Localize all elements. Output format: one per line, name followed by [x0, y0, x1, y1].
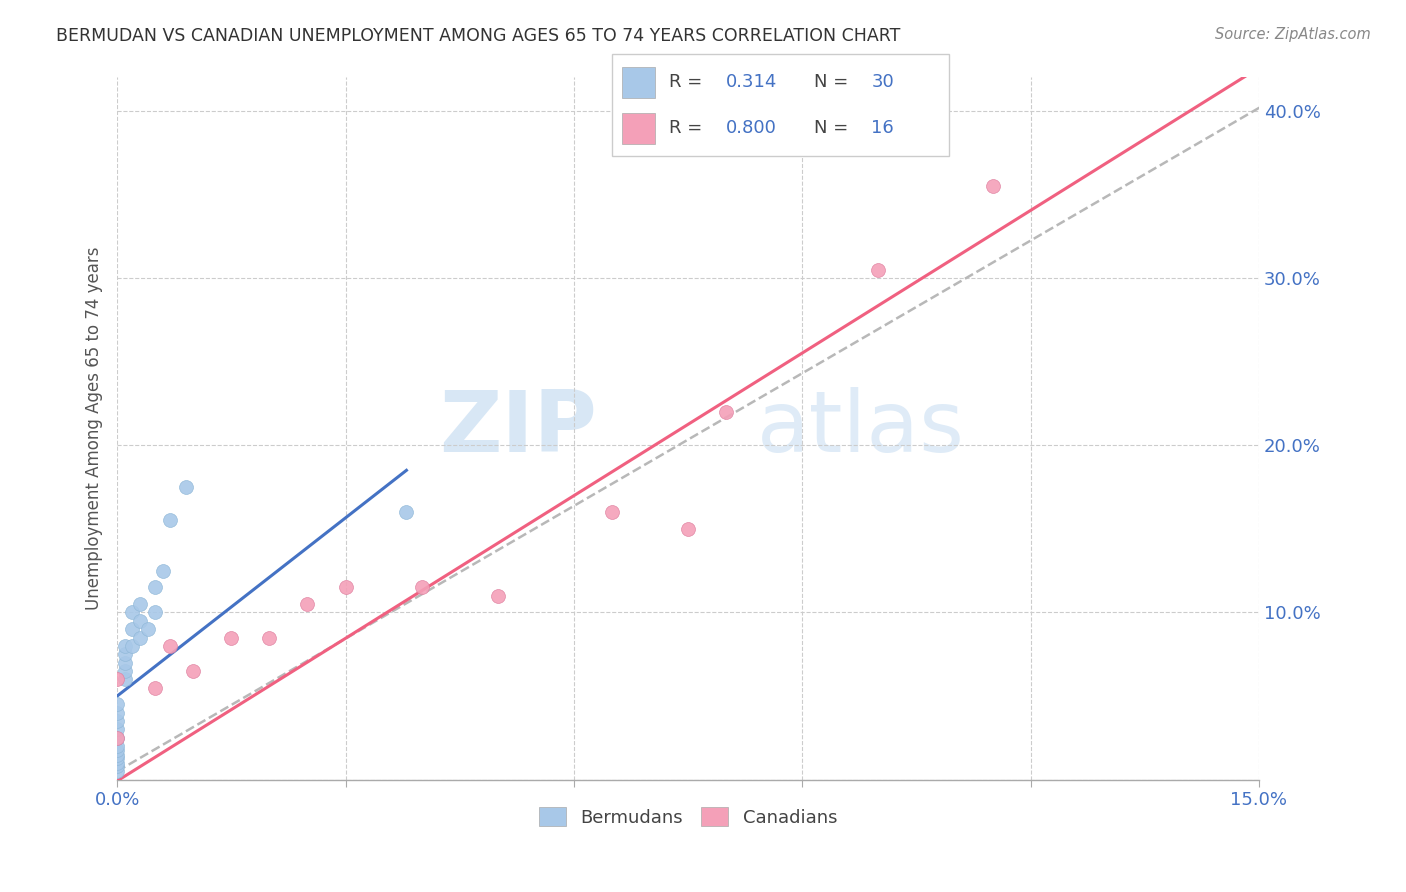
Point: [105, 731, 128, 745]
Point: [114, 639, 136, 653]
Point: [129, 631, 152, 645]
Point: [181, 664, 204, 678]
Point: [105, 714, 128, 728]
Point: [174, 480, 197, 494]
Text: 0.314: 0.314: [727, 73, 778, 91]
Point: [105, 742, 128, 756]
Point: [105, 731, 128, 745]
Text: R =: R =: [669, 73, 702, 91]
Point: [143, 606, 166, 620]
Point: [105, 698, 128, 712]
Point: [105, 756, 128, 770]
Point: [129, 597, 152, 611]
Text: N =: N =: [814, 120, 848, 137]
Point: [136, 622, 159, 636]
Point: [114, 647, 136, 661]
Point: [105, 759, 128, 773]
Point: [114, 664, 136, 678]
Point: [105, 747, 128, 762]
FancyBboxPatch shape: [612, 54, 949, 156]
Point: [981, 179, 1004, 194]
Point: [159, 639, 181, 653]
Text: atlas: atlas: [756, 387, 965, 470]
Point: [105, 751, 128, 765]
Text: Source: ZipAtlas.com: Source: ZipAtlas.com: [1215, 27, 1371, 42]
Point: [143, 681, 166, 695]
Point: [121, 622, 143, 636]
Text: 30: 30: [872, 73, 894, 91]
Point: [297, 597, 319, 611]
Point: [159, 513, 181, 527]
Point: [152, 564, 174, 578]
Point: [221, 631, 243, 645]
Y-axis label: Unemployment Among Ages 65 to 74 years: Unemployment Among Ages 65 to 74 years: [86, 247, 103, 610]
Point: [335, 580, 357, 594]
Point: [600, 505, 623, 519]
Point: [105, 739, 128, 754]
Point: [714, 405, 737, 419]
Point: [129, 614, 152, 628]
Point: [676, 522, 699, 536]
Point: [114, 673, 136, 687]
FancyBboxPatch shape: [621, 67, 655, 97]
Point: [121, 606, 143, 620]
Point: [105, 723, 128, 737]
FancyBboxPatch shape: [621, 113, 655, 144]
Point: [121, 639, 143, 653]
Point: [259, 631, 281, 645]
Legend: Bermudans, Canadians: Bermudans, Canadians: [531, 800, 845, 834]
Text: R =: R =: [669, 120, 702, 137]
Point: [411, 580, 433, 594]
Text: N =: N =: [814, 73, 848, 91]
Point: [868, 262, 890, 277]
Point: [395, 505, 418, 519]
Text: 16: 16: [872, 120, 894, 137]
Text: BERMUDAN VS CANADIAN UNEMPLOYMENT AMONG AGES 65 TO 74 YEARS CORRELATION CHART: BERMUDAN VS CANADIAN UNEMPLOYMENT AMONG …: [56, 27, 901, 45]
Point: [105, 673, 128, 687]
Text: ZIP: ZIP: [439, 387, 596, 470]
Point: [105, 706, 128, 720]
Text: 0.800: 0.800: [727, 120, 778, 137]
Point: [114, 656, 136, 670]
Point: [105, 764, 128, 779]
Point: [143, 580, 166, 594]
Point: [486, 589, 509, 603]
